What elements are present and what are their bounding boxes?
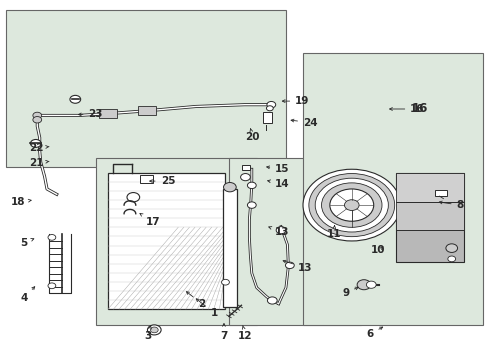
Bar	[395, 202, 463, 230]
Text: 24: 24	[290, 118, 317, 128]
Text: 19: 19	[282, 96, 309, 106]
Text: 9: 9	[341, 287, 357, 298]
Bar	[108, 173, 224, 309]
Bar	[96, 158, 256, 325]
Circle shape	[48, 283, 56, 289]
Bar	[99, 109, 117, 118]
Circle shape	[33, 112, 41, 119]
Bar	[5, 10, 285, 167]
Text: 11: 11	[326, 226, 340, 239]
Circle shape	[445, 244, 457, 252]
Bar	[303, 53, 483, 325]
Circle shape	[127, 193, 140, 202]
Circle shape	[266, 106, 273, 111]
Circle shape	[247, 182, 256, 189]
Circle shape	[247, 202, 256, 208]
Text: 17: 17	[140, 213, 160, 227]
Text: 4: 4	[20, 287, 35, 303]
Text: 15: 15	[266, 164, 289, 174]
Circle shape	[303, 169, 400, 241]
Circle shape	[48, 234, 56, 240]
Text: 23: 23	[79, 109, 103, 119]
Text: 16: 16	[389, 104, 424, 114]
Circle shape	[150, 327, 158, 333]
Circle shape	[33, 117, 41, 123]
Circle shape	[308, 174, 394, 237]
Text: 14: 14	[267, 179, 289, 189]
Circle shape	[70, 95, 81, 103]
Circle shape	[266, 102, 275, 108]
Bar	[222, 189, 237, 307]
Bar	[395, 173, 463, 202]
Circle shape	[285, 262, 294, 269]
Circle shape	[329, 189, 373, 221]
Circle shape	[147, 325, 161, 335]
Text: 22: 22	[29, 143, 49, 153]
Text: 12: 12	[238, 325, 252, 341]
Bar	[262, 112, 272, 123]
Circle shape	[321, 183, 381, 227]
Text: 2: 2	[186, 292, 205, 309]
Text: 8: 8	[438, 200, 463, 210]
Text: 6: 6	[366, 327, 382, 339]
Text: 13: 13	[283, 260, 312, 273]
Circle shape	[223, 183, 236, 192]
Circle shape	[267, 297, 277, 304]
Circle shape	[221, 279, 229, 285]
Bar	[140, 175, 153, 183]
Text: 1: 1	[196, 299, 217, 318]
Circle shape	[366, 281, 375, 288]
Circle shape	[30, 139, 41, 147]
Text: 10: 10	[370, 245, 385, 255]
Circle shape	[240, 174, 250, 181]
Circle shape	[344, 200, 358, 211]
Bar	[138, 107, 156, 115]
Text: 5: 5	[20, 238, 34, 248]
Bar	[434, 190, 446, 196]
Text: 3: 3	[144, 325, 151, 341]
Text: 16: 16	[410, 103, 427, 116]
Text: 20: 20	[245, 129, 260, 142]
Bar	[228, 158, 360, 325]
Text: 18: 18	[10, 197, 31, 207]
Bar	[395, 173, 463, 262]
Text: 13: 13	[268, 226, 289, 237]
Circle shape	[276, 226, 285, 234]
Circle shape	[356, 280, 370, 290]
Circle shape	[315, 178, 387, 232]
Bar	[241, 165, 250, 170]
Circle shape	[447, 256, 455, 262]
Text: 7: 7	[220, 324, 227, 341]
Text: 25: 25	[149, 176, 175, 186]
Text: 21: 21	[29, 158, 49, 168]
